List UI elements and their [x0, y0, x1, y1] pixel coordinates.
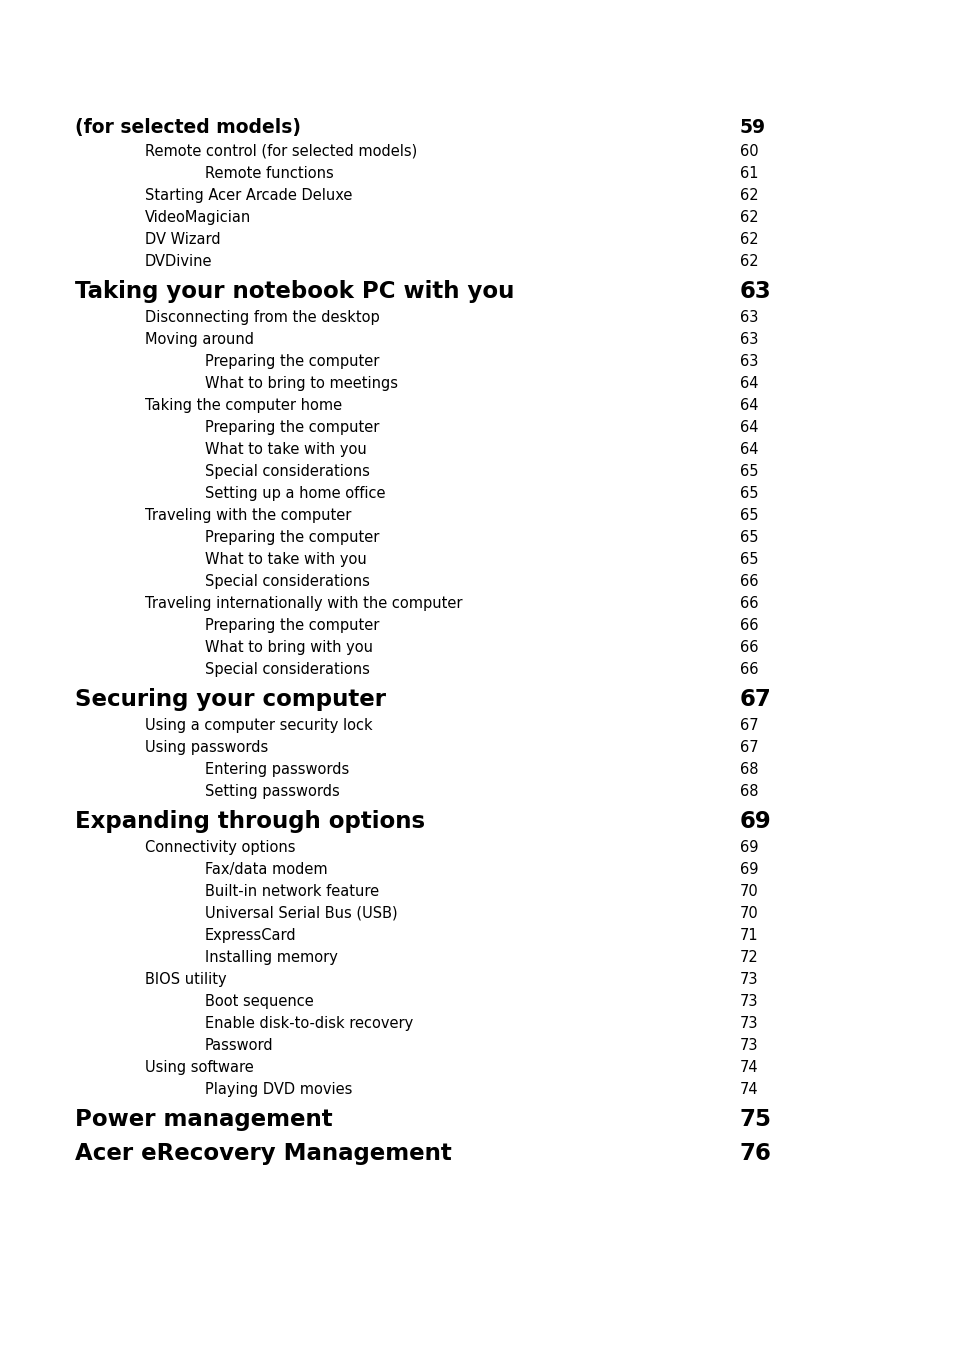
Text: 67: 67	[740, 689, 771, 711]
Text: Remote functions: Remote functions	[205, 166, 334, 181]
Text: Using a computer security lock: Using a computer security lock	[145, 717, 373, 732]
Text: Installing memory: Installing memory	[205, 950, 337, 965]
Text: What to bring with you: What to bring with you	[205, 639, 373, 654]
Text: 66: 66	[740, 663, 758, 678]
Text: Moving around: Moving around	[145, 333, 253, 346]
Text: 76: 76	[740, 1142, 771, 1165]
Text: 69: 69	[740, 862, 758, 878]
Text: 65: 65	[740, 530, 758, 545]
Text: Preparing the computer: Preparing the computer	[205, 420, 379, 435]
Text: 64: 64	[740, 420, 758, 435]
Text: Taking your notebook PC with you: Taking your notebook PC with you	[75, 281, 514, 303]
Text: 63: 63	[740, 281, 771, 303]
Text: 74: 74	[740, 1060, 758, 1075]
Text: Connectivity options: Connectivity options	[145, 841, 295, 856]
Text: (for selected models): (for selected models)	[75, 118, 301, 137]
Text: 68: 68	[740, 763, 758, 778]
Text: 70: 70	[740, 906, 758, 921]
Text: 69: 69	[740, 810, 771, 832]
Text: Remote control (for selected models): Remote control (for selected models)	[145, 144, 416, 159]
Text: Expanding through options: Expanding through options	[75, 810, 425, 832]
Text: Setting up a home office: Setting up a home office	[205, 486, 385, 501]
Text: 64: 64	[740, 376, 758, 392]
Text: DV Wizard: DV Wizard	[145, 231, 220, 246]
Text: Traveling with the computer: Traveling with the computer	[145, 508, 351, 523]
Text: 73: 73	[740, 972, 758, 987]
Text: Playing DVD movies: Playing DVD movies	[205, 1082, 352, 1097]
Text: 68: 68	[740, 784, 758, 799]
Text: Boot sequence: Boot sequence	[205, 994, 314, 1009]
Text: 65: 65	[740, 552, 758, 567]
Text: 62: 62	[740, 188, 758, 203]
Text: 73: 73	[740, 994, 758, 1009]
Text: Preparing the computer: Preparing the computer	[205, 617, 379, 632]
Text: Securing your computer: Securing your computer	[75, 689, 386, 711]
Text: 65: 65	[740, 508, 758, 523]
Text: 66: 66	[740, 574, 758, 589]
Text: Using passwords: Using passwords	[145, 741, 268, 754]
Text: Taking the computer home: Taking the computer home	[145, 398, 342, 413]
Text: 62: 62	[740, 231, 758, 246]
Text: 66: 66	[740, 639, 758, 654]
Text: 73: 73	[740, 1016, 758, 1031]
Text: 59: 59	[740, 118, 765, 137]
Text: 70: 70	[740, 884, 758, 899]
Text: Enable disk-to-disk recovery: Enable disk-to-disk recovery	[205, 1016, 413, 1031]
Text: 66: 66	[740, 596, 758, 611]
Text: 63: 63	[740, 333, 758, 346]
Text: Password: Password	[205, 1038, 274, 1053]
Text: VideoMagician: VideoMagician	[145, 209, 251, 225]
Text: Special considerations: Special considerations	[205, 464, 370, 479]
Text: 69: 69	[740, 841, 758, 856]
Text: 62: 62	[740, 209, 758, 225]
Text: 65: 65	[740, 464, 758, 479]
Text: 74: 74	[740, 1082, 758, 1097]
Text: 72: 72	[740, 950, 758, 965]
Text: 71: 71	[740, 928, 758, 943]
Text: Traveling internationally with the computer: Traveling internationally with the compu…	[145, 596, 462, 611]
Text: BIOS utility: BIOS utility	[145, 972, 227, 987]
Text: Starting Acer Arcade Deluxe: Starting Acer Arcade Deluxe	[145, 188, 352, 203]
Text: 67: 67	[740, 717, 758, 732]
Text: 64: 64	[740, 442, 758, 457]
Text: Preparing the computer: Preparing the computer	[205, 530, 379, 545]
Text: Entering passwords: Entering passwords	[205, 763, 349, 778]
Text: 63: 63	[740, 309, 758, 324]
Text: 63: 63	[740, 355, 758, 370]
Text: Built-in network feature: Built-in network feature	[205, 884, 378, 899]
Text: 73: 73	[740, 1038, 758, 1053]
Text: Special considerations: Special considerations	[205, 574, 370, 589]
Text: 62: 62	[740, 255, 758, 268]
Text: 67: 67	[740, 741, 758, 754]
Text: What to take with you: What to take with you	[205, 442, 366, 457]
Text: 66: 66	[740, 617, 758, 632]
Text: 75: 75	[740, 1108, 771, 1131]
Text: 64: 64	[740, 398, 758, 413]
Text: Using software: Using software	[145, 1060, 253, 1075]
Text: Acer eRecovery Management: Acer eRecovery Management	[75, 1142, 452, 1165]
Text: DVDivine: DVDivine	[145, 255, 213, 268]
Text: 61: 61	[740, 166, 758, 181]
Text: 60: 60	[740, 144, 758, 159]
Text: What to bring to meetings: What to bring to meetings	[205, 376, 397, 392]
Text: ExpressCard: ExpressCard	[205, 928, 296, 943]
Text: Fax/data modem: Fax/data modem	[205, 862, 327, 878]
Text: Universal Serial Bus (USB): Universal Serial Bus (USB)	[205, 906, 397, 921]
Text: Preparing the computer: Preparing the computer	[205, 355, 379, 370]
Text: Setting passwords: Setting passwords	[205, 784, 339, 799]
Text: 65: 65	[740, 486, 758, 501]
Text: What to take with you: What to take with you	[205, 552, 366, 567]
Text: Special considerations: Special considerations	[205, 663, 370, 678]
Text: Disconnecting from the desktop: Disconnecting from the desktop	[145, 309, 379, 324]
Text: Power management: Power management	[75, 1108, 333, 1131]
